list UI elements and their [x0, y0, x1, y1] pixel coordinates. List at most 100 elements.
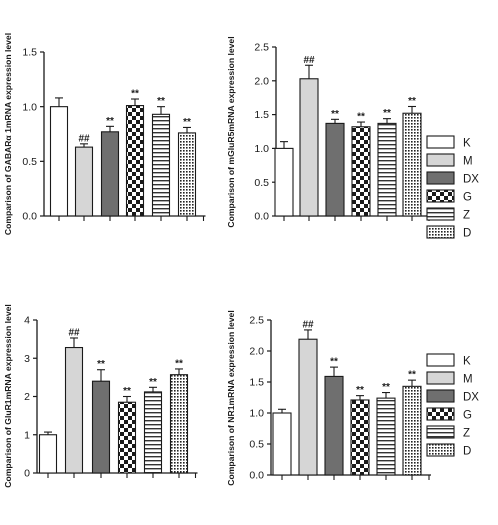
- y-tick-label: 4: [24, 315, 30, 327]
- legend-swatch-m: [426, 153, 455, 167]
- legend-label: D: [463, 446, 471, 458]
- y-tick-label: 0.0: [249, 470, 264, 482]
- legend: KM DX GZD: [426, 353, 479, 458]
- legend-swatch-dx: [426, 389, 455, 403]
- bar-g: [125, 105, 145, 217]
- legend-label: D: [463, 228, 471, 240]
- significance-mark: **: [357, 112, 365, 123]
- y-tick-label: 2.0: [249, 346, 264, 358]
- significance-mark: **: [123, 386, 131, 397]
- bar-d: [169, 374, 189, 474]
- y-axis-label: Comparison of mGluR5mRNA expression leve…: [226, 36, 236, 227]
- y-tick-label: 2.0: [254, 75, 269, 87]
- y-tick-label: 0.0: [254, 211, 269, 223]
- significance-mark: **: [408, 96, 416, 107]
- y-tick-label: 0: [24, 468, 30, 480]
- charts-layer: 0.0 0.5 1.0 1.5 ## ** ** ** ** Comparison of GABA…: [3, 33, 479, 488]
- significance-mark: **: [382, 382, 390, 393]
- y-tick-label: 1.5: [254, 109, 269, 121]
- legend-swatch-k: [426, 353, 455, 367]
- y-tick-label: 2: [24, 391, 30, 403]
- bar-z: [143, 391, 163, 474]
- bar-k: [274, 147, 294, 217]
- bar-m: [298, 338, 318, 476]
- y-tick-label: 0.5: [22, 156, 37, 168]
- bar-z: [151, 113, 171, 217]
- bar-k: [49, 106, 69, 217]
- legend-swatch-z: [426, 207, 455, 221]
- significance-mark: **: [330, 357, 338, 368]
- legend-swatch-k: [426, 135, 455, 149]
- y-tick-label: 1.0: [249, 408, 264, 420]
- legend-swatch-d: [426, 443, 455, 457]
- legend-swatch-dx: [426, 171, 455, 185]
- legend-label: G: [463, 192, 472, 204]
- bar-k: [272, 412, 292, 476]
- y-tick-label: 2.5: [254, 42, 269, 54]
- legend-label: M: [463, 156, 473, 168]
- y-tick-label: 0.5: [249, 439, 264, 451]
- y-tick-label: 1: [24, 429, 30, 441]
- legend-label: K: [463, 138, 471, 150]
- significance-mark: ##: [68, 327, 80, 338]
- bar-g: [350, 399, 370, 476]
- significance-mark: **: [331, 109, 339, 120]
- legend-label: Z: [463, 210, 470, 222]
- significance-mark: **: [183, 117, 191, 128]
- significance-mark: ##: [302, 319, 314, 330]
- chart-panel-3: 0 1 2 3 4 ## ** ** ** ** Comparison of GluR1mRNA e…: [3, 304, 198, 488]
- y-tick-label: 1.0: [254, 143, 269, 155]
- significance-mark: **: [97, 359, 105, 370]
- bar-dx: [324, 375, 344, 476]
- bar-d: [402, 385, 422, 476]
- significance-mark: **: [356, 385, 364, 396]
- significance-mark: **: [131, 89, 139, 100]
- chart-panel-2: 0.0 0.5 1.0 1.5 2.0 2.5 ## ** ** ** ** Comparison o…: [226, 36, 479, 239]
- significance-mark: ##: [78, 133, 90, 144]
- significance-mark: **: [175, 358, 183, 369]
- bar-d: [402, 112, 422, 217]
- bar-m: [74, 146, 94, 217]
- legend-swatch-g: [426, 189, 455, 203]
- legend: KM DX GZD: [426, 135, 479, 240]
- significance-mark: **: [149, 377, 157, 388]
- legend-swatch-d: [426, 225, 455, 239]
- significance-mark: **: [408, 370, 416, 381]
- bar-z: [377, 122, 397, 217]
- legend-label: G: [463, 410, 472, 422]
- y-axis-label: Comparison of GABARα 1mRNA expression le…: [3, 33, 13, 235]
- bar-g: [117, 401, 137, 474]
- y-tick-label: 3: [24, 353, 30, 365]
- legend-label: Z: [463, 428, 470, 440]
- bar-dx: [100, 131, 120, 217]
- significance-mark: **: [157, 96, 165, 107]
- y-tick-label: 1.5: [249, 377, 264, 389]
- bar-dx: [91, 380, 111, 474]
- legend-label: DX: [463, 392, 479, 404]
- y-tick-label: 2.5: [249, 315, 264, 327]
- bar-d: [177, 132, 197, 217]
- significance-mark: ##: [303, 55, 315, 66]
- bar-g: [351, 126, 371, 217]
- chart-panel-4: 0.0 0.5 1.0 1.5 2.0 2.5 ## ** ** ** ** Comparison o…: [226, 310, 479, 485]
- significance-mark: **: [383, 108, 391, 119]
- bar-k: [38, 434, 58, 474]
- y-axis-label: Comparison of NR1mRNA expression level: [226, 310, 236, 485]
- chart-panel-1: 0.0 0.5 1.0 1.5 ## ** ** ** ** Comparison of GABA…: [3, 33, 206, 235]
- legend-label: DX: [463, 174, 479, 186]
- y-tick-label: 1.5: [22, 47, 37, 59]
- legend-swatch-z: [426, 425, 455, 439]
- legend-swatch-g: [426, 407, 455, 421]
- y-axis-label: Comparison of GluR1mRNA expression level: [3, 304, 13, 488]
- legend-label: K: [463, 356, 471, 368]
- y-tick-label: 1.0: [22, 101, 37, 113]
- y-tick-label: 0.0: [22, 211, 37, 223]
- legend-swatch-m: [426, 371, 455, 385]
- y-tick-label: 0.5: [254, 177, 269, 189]
- bar-dx: [325, 122, 345, 217]
- legend-label: M: [463, 374, 473, 386]
- bar-z: [376, 397, 396, 476]
- bar-m: [64, 346, 84, 474]
- significance-mark: **: [106, 116, 114, 127]
